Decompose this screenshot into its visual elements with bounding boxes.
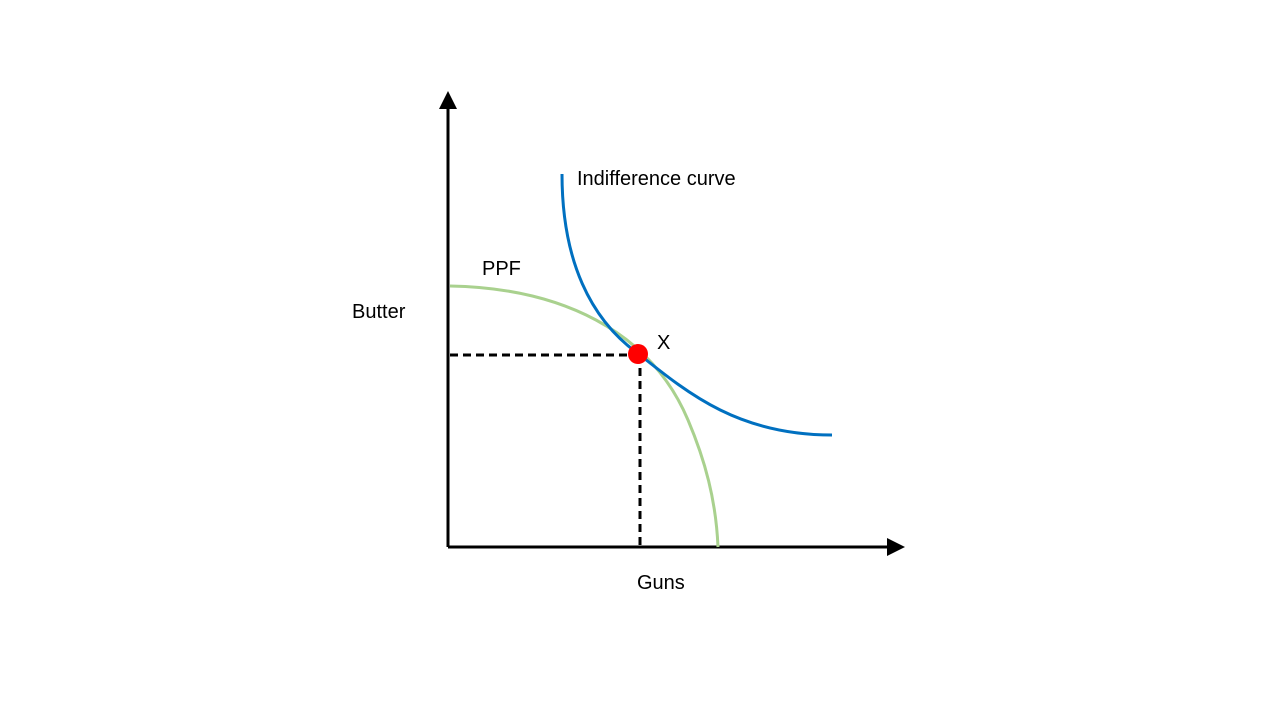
ppf-curve bbox=[449, 284, 720, 548]
x-axis-label: Guns bbox=[637, 572, 685, 594]
y-axis-label: Butter bbox=[352, 301, 406, 323]
point-label: X bbox=[657, 332, 670, 354]
indifference-curve bbox=[560, 173, 833, 437]
tangency-point bbox=[628, 344, 648, 364]
ppf-label: PPF bbox=[482, 258, 521, 280]
indifference-curve-label: Indifference curve bbox=[577, 168, 736, 190]
